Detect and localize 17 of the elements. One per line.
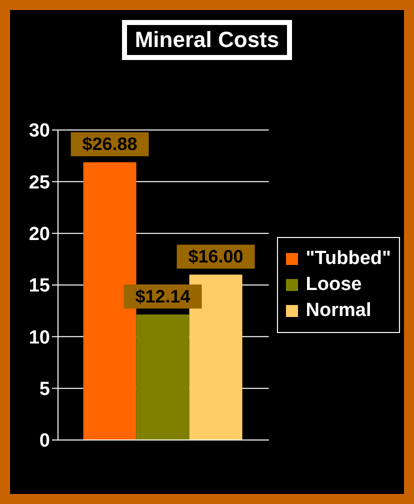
bar bbox=[189, 274, 242, 440]
data-label: $16.00 bbox=[188, 246, 244, 267]
y-tick-label: 30 bbox=[28, 120, 50, 142]
y-tick-label: 15 bbox=[28, 276, 50, 297]
data-label: $26.88 bbox=[82, 134, 138, 154]
y-tick-label: 5 bbox=[39, 379, 50, 400]
data-label: $12.14 bbox=[135, 286, 190, 307]
bar bbox=[136, 314, 190, 440]
y-tick-label: 20 bbox=[28, 224, 50, 246]
y-tick-label: 25 bbox=[28, 172, 50, 194]
legend-label: "Tubbed" bbox=[304, 248, 391, 270]
bar bbox=[83, 162, 136, 440]
chart-title: Mineral Costs bbox=[122, 20, 292, 60]
y-tick-label: 0 bbox=[39, 430, 50, 452]
legend-label: Loose bbox=[304, 274, 363, 296]
y-tick-label: 10 bbox=[28, 327, 50, 348]
legend-label: Normal bbox=[304, 300, 372, 322]
